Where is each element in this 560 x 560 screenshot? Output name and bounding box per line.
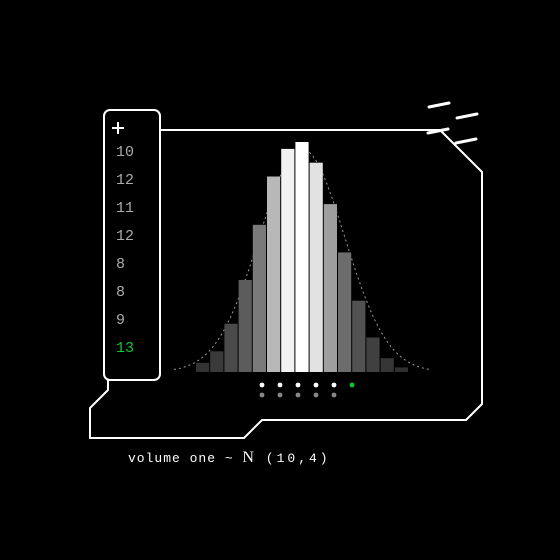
panel-list-item: 8 [116,256,125,273]
histogram-bar [310,163,323,372]
sample-dots [260,383,355,398]
histogram-bar [338,252,351,372]
histogram-bar [352,301,365,372]
histogram-bar [210,351,223,372]
histogram-bar [239,280,252,372]
accent-dash [456,139,476,143]
panel-list-item: 12 [116,172,134,189]
panel-list-item: 10 [116,144,134,161]
caption-text: volume one ~ N (10,4) [128,449,331,466]
caption-params: (10,4) [255,451,331,466]
sample-dot [314,383,319,388]
sample-dot [278,393,283,398]
histogram-bar [253,225,266,372]
panel-list-item: 9 [116,312,125,329]
sample-dot [278,383,283,388]
accent-dashes [428,103,477,143]
histogram-bar [295,142,308,372]
accent-dash [457,114,477,118]
sample-dot [260,383,265,388]
panel-list-item: 8 [116,284,125,301]
panel-list-item: 12 [116,228,134,245]
caption-symbol: N [242,449,255,466]
sample-dot [332,383,337,388]
histogram-bar [324,204,337,372]
sample-dot [350,383,355,388]
sample-dot [296,393,301,398]
histogram [196,142,408,372]
accent-dash [429,103,449,107]
side-panel: 10 12 11 12 8 8 9 13 [104,110,160,380]
histogram-bar [224,324,237,372]
histogram-bar [281,149,294,372]
sample-dot [296,383,301,388]
caption: volume one ~ N (10,4) [128,449,331,466]
panel-list-item: 11 [116,200,134,217]
histogram-bar [267,177,280,373]
histogram-bar [366,338,379,373]
sample-dot [260,393,265,398]
sample-dot [314,393,319,398]
histogram-bar [395,367,408,372]
caption-prefix: volume one ~ [128,451,242,466]
sample-dot [332,393,337,398]
panel-list-item: 13 [116,340,134,357]
histogram-bar [381,358,394,372]
histogram-bar [196,363,209,372]
